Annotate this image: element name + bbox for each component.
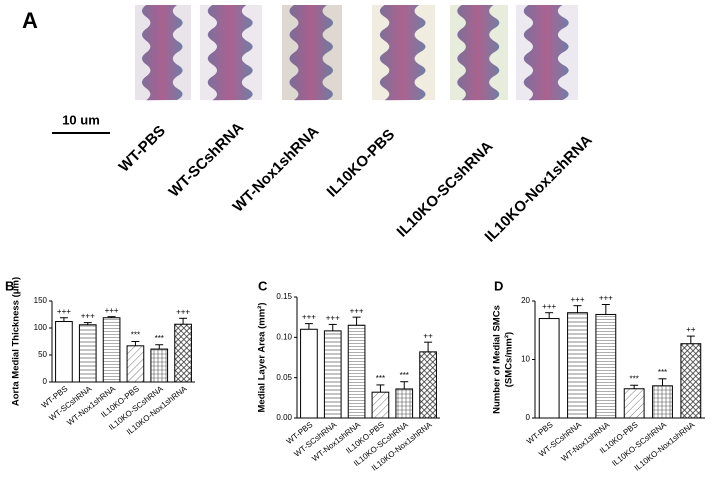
y-tick-label: 20 [521, 296, 530, 305]
annotation: ++ [423, 331, 433, 340]
image-label: WT-PBS [116, 122, 169, 175]
annotation: *** [400, 371, 409, 380]
y-tick-label: 10 [521, 355, 530, 364]
bar [78, 324, 97, 383]
y-tick-label: 0 [526, 413, 531, 422]
bar [323, 330, 342, 419]
annotation: +++ [350, 306, 364, 315]
annotation: +++ [302, 313, 316, 322]
annotation: *** [131, 331, 140, 340]
image-label: IL10KO-Nox1shRNA [482, 132, 596, 246]
tissue [379, 5, 426, 101]
annotation: ++ [686, 325, 696, 334]
panel-label: A [22, 8, 38, 33]
panel-label: C [258, 278, 268, 293]
annotation: +++ [105, 306, 119, 315]
bar [126, 345, 145, 383]
y-tick-label: 50 [38, 350, 47, 359]
tissue [523, 5, 569, 101]
annotation: +++ [570, 295, 584, 304]
image-label: WT-Nox1shRNA [230, 123, 323, 216]
y-tick-label: 150 [34, 296, 48, 305]
image-label: WT-SCshRNA [166, 119, 248, 201]
tissue [289, 5, 333, 101]
bar [102, 317, 121, 383]
y-axis-label: Medial Layer Area (mm²) [257, 303, 268, 413]
bar [567, 312, 588, 419]
y-tick-label: 0 [43, 377, 48, 386]
tissue [457, 5, 500, 101]
y-tick-label: 0.10 [276, 332, 292, 341]
y-axis-label: Aorta Medial Thickness (μm) [11, 277, 22, 406]
bar [55, 321, 73, 383]
y-axis-label: (SMCs/mm²) [504, 332, 515, 387]
annotation: *** [658, 368, 667, 377]
bar [680, 343, 702, 419]
annotation: +++ [57, 307, 71, 316]
bar [652, 385, 673, 419]
bar [623, 388, 645, 419]
tissue [142, 5, 183, 101]
panel-label: B [5, 278, 14, 293]
bar [538, 318, 560, 419]
tissue [207, 5, 253, 101]
bar [150, 348, 169, 383]
y-tick-label: 100 [34, 323, 48, 332]
annotation: *** [629, 374, 638, 383]
annotation: *** [155, 334, 164, 343]
annotation: +++ [542, 302, 556, 311]
bar [174, 323, 192, 383]
bar [395, 388, 414, 419]
annotation: +++ [326, 314, 340, 323]
panel-label: D [494, 278, 503, 293]
bar [595, 313, 617, 419]
y-tick-label: 0.15 [276, 292, 292, 301]
bar [347, 324, 366, 419]
y-axis-label: Number of Medial SMCs [492, 305, 503, 414]
bar [300, 328, 318, 419]
annotation: +++ [176, 307, 190, 316]
annotation: *** [376, 374, 385, 383]
image-label: IL10KO-PBS [324, 126, 399, 201]
scale-bar-label: 10 um [62, 112, 100, 127]
y-tick-label: 0.00 [276, 413, 292, 422]
annotation: +++ [81, 312, 95, 321]
annotation: +++ [599, 294, 613, 303]
bar [371, 391, 390, 419]
image-label: IL10KO-SCshRNA [394, 138, 497, 241]
x-tick-label: WT-Nox1shRNA [560, 420, 612, 464]
bar [419, 351, 437, 419]
y-tick-label: 0.05 [276, 373, 292, 382]
